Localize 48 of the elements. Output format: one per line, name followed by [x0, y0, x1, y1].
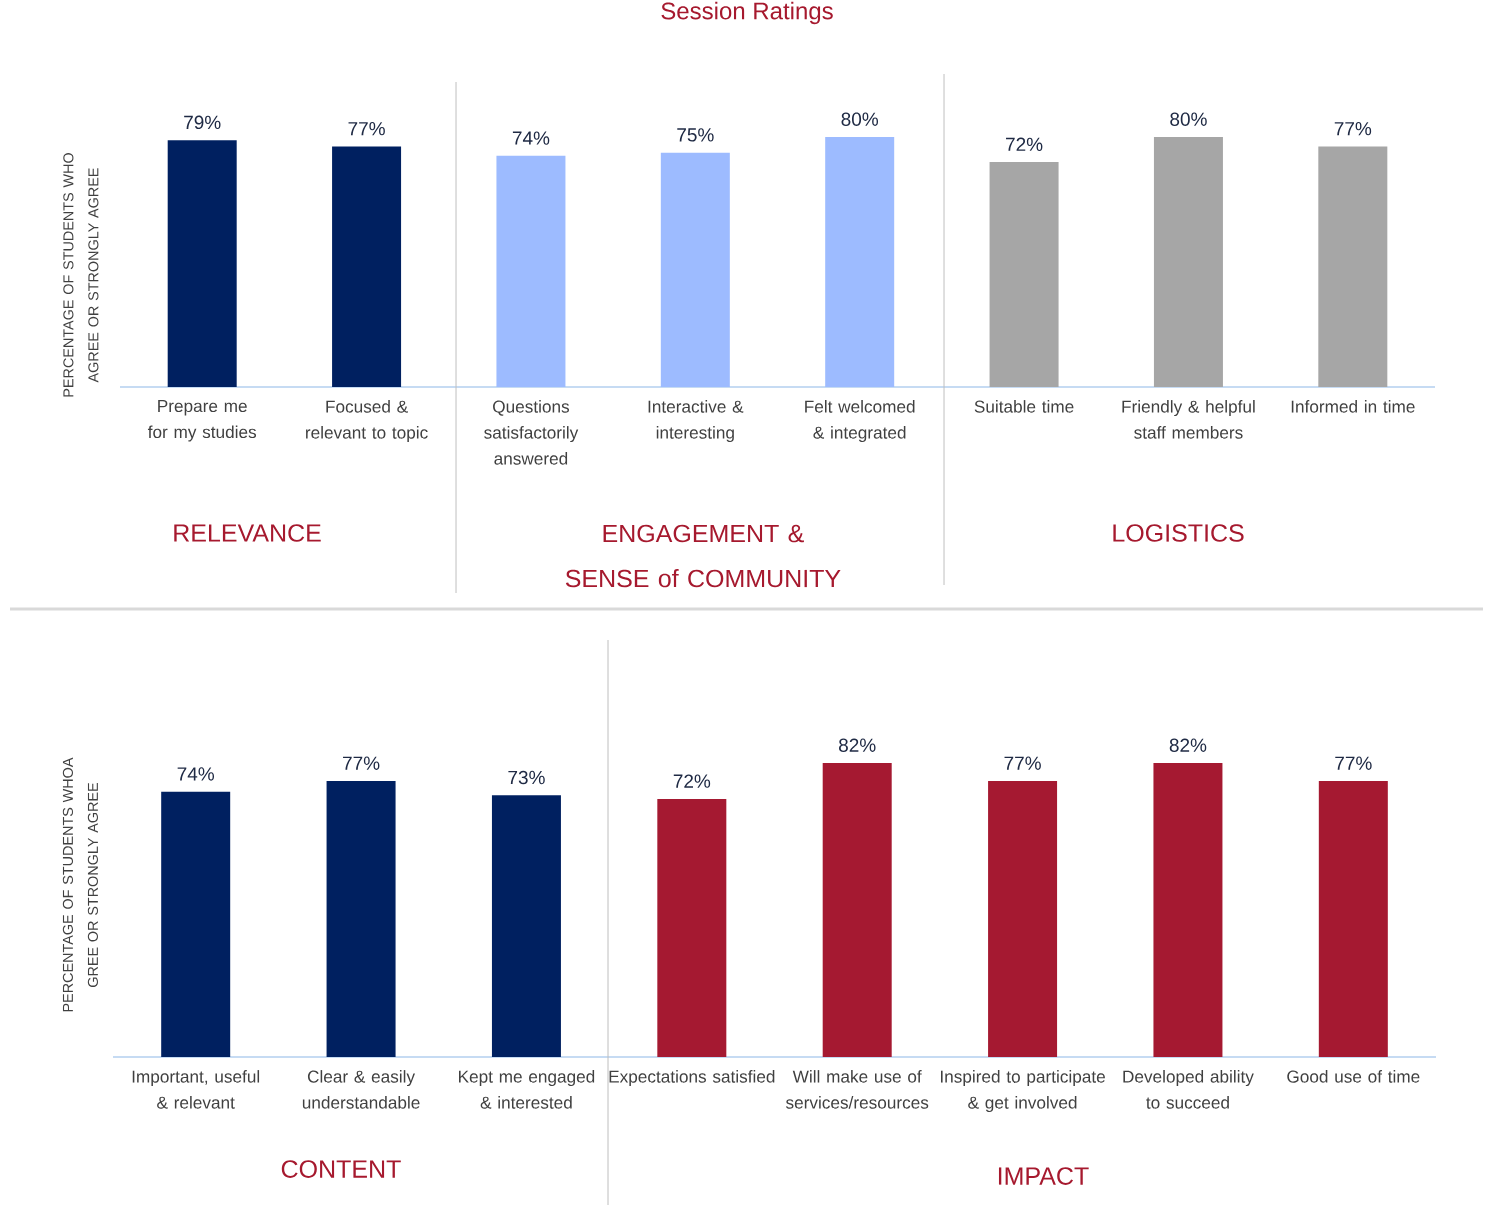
data-label: 74%	[177, 767, 215, 781]
x-tick-label: Good use of time	[1287, 1070, 1420, 1083]
data-label: 82%	[839, 738, 876, 752]
data-label: 77%	[343, 756, 380, 770]
x-tick-label: Developed ability to succeed	[1123, 1070, 1254, 1109]
bar	[496, 155, 566, 388]
x-tick-label: Informed in time	[1291, 400, 1415, 413]
data-label: 82%	[1169, 738, 1207, 752]
x-tick-label: Felt welcomed & integrated	[805, 400, 915, 443]
x-tick-label: Kept me engaged & interested	[459, 1070, 595, 1109]
data-label: 80%	[841, 112, 879, 126]
text: ENGAGEMENT & SENSE of COMMUNITY	[565, 524, 841, 588]
data-label: 77%	[348, 122, 385, 136]
data-label: 77%	[1004, 756, 1041, 770]
data-label: 73%	[508, 770, 545, 785]
bar	[825, 137, 895, 388]
text: LOGISTICS	[1113, 524, 1244, 542]
x-tick-label: Clear & easily understandable	[302, 1070, 420, 1109]
data-label: 72%	[673, 774, 711, 788]
bar	[1153, 137, 1223, 388]
x-tick-label: Suitable time	[974, 400, 1074, 413]
x-tick-label: Questions satisfactorily answered	[484, 400, 579, 465]
bar	[660, 152, 730, 388]
x-tick-label: Inspired to participate & get involved	[940, 1070, 1105, 1113]
chart-title: Session Ratings	[661, 1, 833, 25]
data-label: 74%	[512, 131, 550, 145]
text: IMPACT	[998, 1167, 1089, 1185]
bar	[167, 140, 237, 388]
x-tick-label: Prepare me for my studies	[147, 400, 257, 442]
data-label: 72%	[1006, 137, 1043, 151]
x-tick-label: Important, useful & relevant	[132, 1070, 260, 1109]
bar	[332, 146, 402, 388]
text: CONTENT	[281, 1160, 401, 1178]
text: RELEVANCE	[174, 524, 321, 542]
x-tick-label: Interactive & interesting	[648, 400, 744, 443]
data-label: 77%	[1334, 122, 1372, 136]
data-label: 75%	[677, 128, 714, 142]
x-tick-label: Will make use of services/resources	[785, 1070, 929, 1109]
y-axis-title: PERCENTAGE OF STUDENTS WHO AGREE OR STRONGLY AGREE	[63, 153, 99, 397]
x-tick-label: Expectations satisfied	[609, 1070, 775, 1087]
data-label: 80%	[1170, 112, 1207, 126]
y-axis-title: PERCENTAGE OF STUDENTS WHOA GREE OR STRONGLY AGREE	[62, 757, 98, 1012]
data-label: 79%	[184, 115, 221, 130]
data-label: 77%	[1335, 756, 1372, 770]
x-tick-label: Friendly & helpful staff members	[1122, 400, 1255, 439]
bar	[1318, 146, 1388, 388]
x-tick-label: Focused & relevant to topic	[306, 400, 428, 443]
bar	[989, 162, 1059, 388]
